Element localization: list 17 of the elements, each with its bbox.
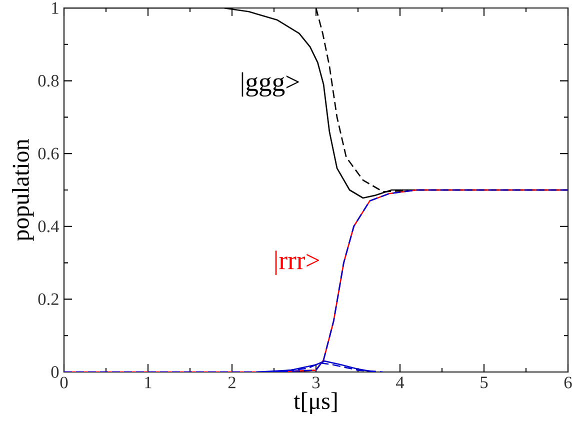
x-axis-title: t[μs]: [294, 392, 337, 414]
x-tick-label: 2: [228, 376, 236, 388]
x-tick-label: 1: [145, 376, 152, 388]
y-tick-label: 0.8: [38, 74, 59, 87]
y-tick-label: 0.4: [38, 220, 60, 232]
x-tick-label: 4: [396, 376, 404, 388]
y-tick-label: 0.2: [38, 293, 58, 306]
x-tick-label: 6: [564, 376, 572, 388]
series-label: |rrr>: [275, 250, 320, 275]
y-tick-label: 0.6: [38, 148, 59, 160]
y-tick-label: 0: [51, 366, 59, 378]
x-tick-label: 3: [312, 376, 320, 388]
y-tick-label: 1: [52, 2, 58, 14]
x-tick-label: 0: [60, 376, 68, 388]
x-tick-label: 5: [480, 376, 488, 388]
y-axis-title: population: [12, 139, 34, 241]
series-label: |ggg>: [242, 72, 299, 97]
